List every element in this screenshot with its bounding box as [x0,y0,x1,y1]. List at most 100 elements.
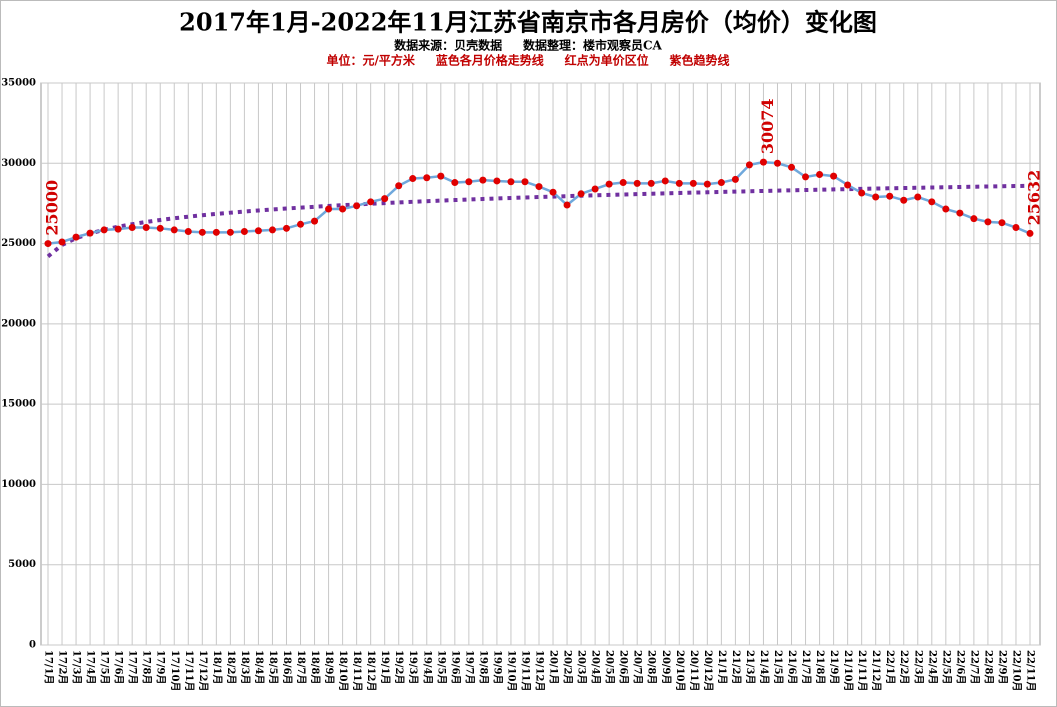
price-marker [395,182,403,190]
x-tick-label: 20/7月 [632,650,644,685]
x-tick-label: 22/5月 [940,650,952,685]
price-marker [998,219,1006,227]
x-tick-label: 19/9月 [491,650,503,685]
x-tick-label: 20/5月 [604,650,616,685]
price-marker [886,192,894,200]
price-marker [647,179,655,187]
price-marker [381,195,389,203]
price-marker [956,209,964,217]
y-tick-label: 10000 [1,479,36,490]
x-tick-label: 21/8月 [814,650,826,685]
price-marker [282,224,290,232]
x-tick-label: 21/11月 [856,650,868,691]
y-tick-label: 35000 [1,78,36,89]
price-marker [675,179,683,187]
price-marker [858,189,866,197]
x-tick-label: 21/2月 [730,650,742,685]
price-marker [773,159,781,167]
x-tick-label: 17/1月 [43,650,55,685]
price-marker [717,179,725,187]
price-marker [479,176,487,184]
price-marker [268,226,276,234]
x-tick-label: 19/11月 [519,650,531,691]
x-tick-label: 22/10月 [1010,650,1022,691]
y-tick-label: 15000 [1,399,36,410]
x-tick-label: 18/8月 [309,650,321,685]
x-tick-label: 17/2月 [57,650,69,685]
x-tick-label: 17/9月 [155,650,167,685]
price-marker [156,224,164,232]
x-tick-label: 17/10月 [169,650,181,691]
chart-title: 2017年1月-2022年11月江苏省南京市各月房价（均价）变化图 [179,8,877,37]
price-marker [198,228,206,236]
price-marker [535,183,543,191]
x-tick-label: 19/1月 [379,650,391,685]
price-marker [591,185,599,193]
chart-subtitle: 数据来源：贝壳数据 数据整理：楼市观察员CA [394,38,662,53]
x-tick-label: 21/1月 [716,650,728,685]
price-marker [661,177,669,185]
x-tick-label: 18/9月 [323,650,335,685]
price-marker [114,225,122,233]
price-marker [703,180,711,188]
x-tick-label: 20/11月 [688,650,700,691]
price-marker [44,240,52,248]
x-tick-label: 20/10月 [674,650,686,691]
price-marker [240,228,248,236]
price-marker [900,196,908,204]
price-marker [577,190,585,198]
price-marker [493,177,501,185]
x-tick-label: 19/8月 [477,650,489,685]
x-tick-label: 21/10月 [842,650,854,691]
price-marker [549,188,557,196]
price-marker [914,193,922,201]
x-tick-label: 19/6月 [449,650,461,685]
x-tick-label: 21/3月 [744,650,756,685]
x-tick-label: 18/1月 [211,650,223,685]
x-tick-label: 18/4月 [253,650,265,685]
price-marker [507,178,515,186]
price-marker [325,205,333,213]
chart-note: 单位：元/平方米 蓝色各月价格走势线 红点为单价区位 紫色趋势线 [326,53,729,68]
x-tick-label: 18/7月 [295,650,307,685]
price-marker [128,224,136,232]
x-tick-label: 19/3月 [407,650,419,685]
x-tick-label: 18/5月 [267,650,279,685]
price-marker [465,178,473,186]
x-tick-label: 18/12月 [365,650,377,691]
price-marker [353,202,361,210]
price-marker [86,229,94,237]
x-tick-label: 21/6月 [786,650,798,685]
x-tick-label: 22/3月 [912,650,924,685]
y-tick-label: 20000 [1,318,36,329]
x-tick-label: 17/8月 [141,650,153,685]
price-marker [619,179,627,187]
x-tick-label: 22/8月 [982,650,994,685]
x-tick-label: 22/4月 [926,650,938,685]
price-marker [1012,224,1020,232]
price-marker [339,205,347,213]
price-marker [563,201,571,209]
x-tick-label: 22/11月 [1025,650,1037,691]
x-tick-label: 22/6月 [954,650,966,685]
x-tick-label: 17/7月 [127,650,139,685]
price-marker [212,228,220,236]
x-tick-label: 22/7月 [968,650,980,685]
x-tick-label: 22/1月 [884,650,896,685]
x-tick-label: 18/2月 [225,650,237,685]
price-marker [58,238,66,246]
x-tick-label: 18/3月 [239,650,251,685]
y-tick-label: 0 [29,640,36,651]
price-marker [142,224,150,232]
price-marker [830,172,838,180]
price-marker [970,215,978,223]
price-marker [311,217,319,225]
price-marker [759,158,767,166]
price-marker [942,205,950,213]
x-tick-label: 20/2月 [562,650,574,685]
x-tick-label: 17/12月 [197,650,209,691]
price-marker [100,226,108,234]
price-marker [521,178,529,186]
